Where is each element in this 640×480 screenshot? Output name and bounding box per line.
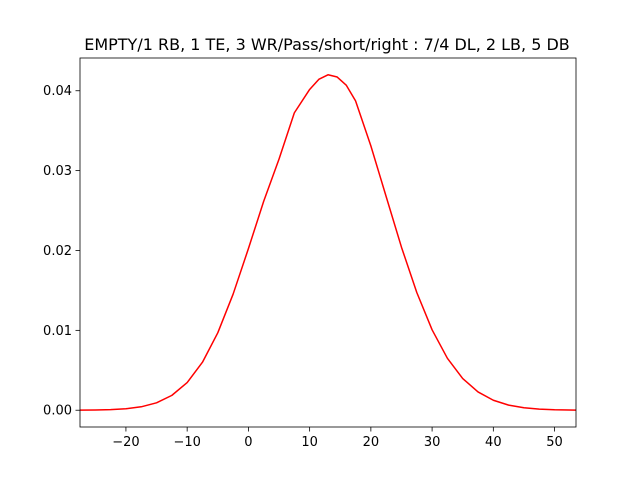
y-tick-label: 0.01 xyxy=(43,324,72,339)
axes-frame xyxy=(79,57,577,428)
series-line-0 xyxy=(80,74,576,411)
x-tick-label: 0 xyxy=(244,435,252,450)
x-tick-label: 30 xyxy=(424,435,441,450)
y-tick-label: 0.02 xyxy=(43,244,72,259)
y-tick-label: 0.00 xyxy=(43,404,72,419)
x-tick-label: 40 xyxy=(485,435,502,450)
x-tick-label: −10 xyxy=(173,435,200,450)
x-tick-label: 50 xyxy=(546,435,563,450)
y-tick-label: 0.04 xyxy=(43,84,72,99)
x-tick-label: 20 xyxy=(363,435,380,450)
x-tick-label: −20 xyxy=(112,435,139,450)
chart-title: EMPTY/1 RB, 1 TE, 3 WR/Pass/short/right … xyxy=(84,35,570,54)
x-tick-label: 10 xyxy=(301,435,318,450)
plot-area: −20 −10 0 10 20 30 40 50 0.00 0.01 0.02 0.03 0.04 xyxy=(43,57,577,450)
y-tick-label: 0.03 xyxy=(43,164,72,179)
